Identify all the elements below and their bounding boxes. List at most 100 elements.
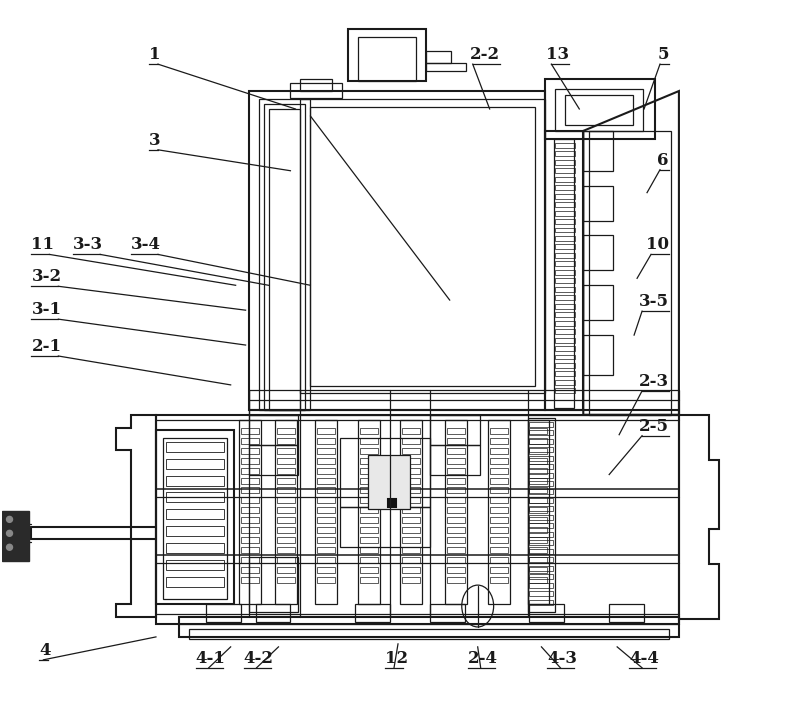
Text: 2-5: 2-5 [639,417,669,435]
Bar [278,557,295,563]
Bar [583,185,613,221]
Bar [530,557,547,563]
Bar [530,537,547,543]
Bar [490,567,507,574]
Bar [555,312,575,317]
Bar [360,448,378,454]
Bar [530,468,547,473]
Bar [447,518,465,523]
Bar [402,468,420,473]
Bar [583,131,613,170]
Bar [166,493,224,503]
Bar [249,390,679,415]
Bar [368,455,410,509]
Bar [530,574,554,579]
Bar [490,528,507,533]
Bar [278,478,295,483]
Bar [402,547,420,553]
Bar [530,490,554,495]
Bar [402,488,420,493]
Bar [263,104,306,410]
Bar [555,388,575,393]
Bar [166,459,224,468]
Bar [447,508,465,513]
Bar [318,488,335,493]
Bar [527,420,550,604]
Bar [241,537,258,543]
Bar [348,29,426,81]
Bar [426,52,451,63]
Bar [555,354,575,359]
Bar [555,261,575,266]
Bar [156,430,234,604]
Bar [318,427,335,434]
Bar [490,488,507,493]
Bar [530,604,564,622]
Bar [278,448,295,454]
Bar [555,236,575,241]
Bar [445,420,466,604]
Bar [554,139,574,408]
Bar [278,528,295,533]
Bar [530,481,554,486]
Bar [241,488,258,493]
Text: 6: 6 [658,152,669,169]
Bar [530,528,547,533]
Bar [402,577,420,583]
Text: 4-2: 4-2 [244,650,274,667]
Bar [530,577,547,583]
Text: 13: 13 [546,46,570,63]
Bar [249,91,546,410]
Bar [490,518,507,523]
Bar [360,508,378,513]
Bar [530,498,554,503]
Bar [318,508,335,513]
Bar [241,427,258,434]
Bar [555,295,575,300]
Bar [566,95,633,125]
Bar [555,380,575,385]
Text: 2-3: 2-3 [639,373,669,390]
Bar [360,468,378,473]
Bar [530,583,554,588]
Bar [447,488,465,493]
Bar [546,131,583,410]
Bar [430,415,480,445]
Circle shape [6,544,13,551]
Text: 3-5: 3-5 [639,293,669,310]
Bar [241,518,258,523]
Bar [179,617,679,637]
Bar [290,83,342,98]
Text: 2-4: 2-4 [468,650,498,667]
Bar [530,548,554,553]
Circle shape [6,531,13,536]
Bar [555,177,575,182]
Bar [490,458,507,463]
Bar [318,458,335,463]
Bar [530,515,554,520]
Bar [318,547,335,553]
Bar [318,537,335,543]
Bar [278,508,295,513]
Bar [278,488,295,493]
Bar [318,437,335,444]
Bar [530,547,547,553]
Bar [583,335,613,375]
Bar [555,160,575,165]
Bar [241,567,258,574]
Bar [360,427,378,434]
Text: 2-1: 2-1 [31,338,62,355]
Bar [447,528,465,533]
Bar [447,577,465,583]
Bar [555,219,575,224]
Bar [360,567,378,574]
Bar [530,427,547,434]
Bar [447,468,465,473]
Bar [555,202,575,207]
Bar [275,420,298,604]
Bar [156,415,679,624]
Bar [555,279,575,284]
Bar [555,168,575,173]
Bar [241,458,258,463]
Text: 3-1: 3-1 [31,301,62,318]
